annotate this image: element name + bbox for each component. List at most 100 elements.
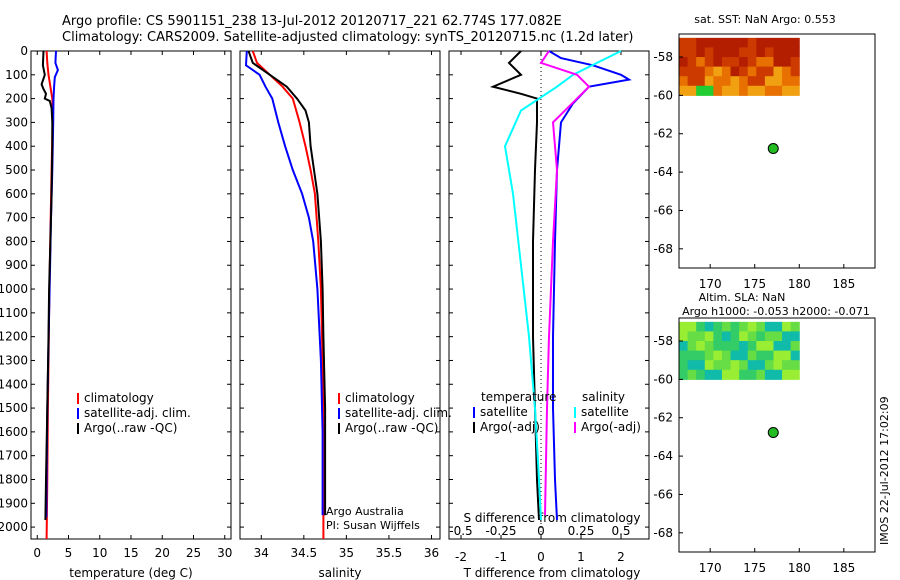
sla-heatmap-cell (696, 331, 706, 342)
sst-heatmap-cell (696, 66, 706, 77)
sst-heatmap-cell (782, 57, 792, 68)
sla-heatmap-cell (782, 331, 792, 342)
x-tick-label-diff: 1 (577, 550, 585, 564)
s-tick-label: 0.5 (611, 524, 630, 538)
sla-heatmap-cell (773, 341, 783, 352)
y-tick-label-100: 100 (5, 68, 28, 82)
sla-heatmap-cell (790, 331, 800, 342)
sst-heatmap-cell (739, 37, 749, 48)
sla-heatmap-cell (739, 341, 749, 352)
sst-heatmap-cell (739, 57, 749, 68)
sla-y-tick-label: -64 (653, 449, 673, 463)
sst-heatmap-cell (782, 47, 792, 58)
sla-heatmap-cell (721, 331, 732, 342)
sla-heatmap-cell (721, 360, 732, 371)
sla-y-tick-label: -66 (653, 487, 673, 501)
sla-heatmap-cell (704, 321, 714, 332)
x-tick-label-diff: -2 (455, 550, 467, 564)
sla-y-tick-label: -68 (653, 526, 673, 540)
sst-heatmap-cell (721, 57, 732, 68)
sst-heatmap-cell (721, 85, 732, 96)
sla-map-title: Altim. SLA: NaN (699, 291, 786, 304)
sst-heatmap-cell (782, 85, 792, 96)
sst-heatmap-cell (747, 37, 757, 48)
sla-y-tick-label: -60 (653, 372, 673, 386)
sla-heatmap-cell (782, 321, 792, 332)
x-tick-label-temp: 30 (217, 546, 232, 560)
sla-heatmap-cell (747, 350, 757, 361)
sst-y-tick-label: -60 (653, 88, 673, 102)
sla-heatmap-cell (696, 321, 706, 332)
credit-pi-name: PI: Susan Wijffels (326, 519, 420, 532)
diff-legend-temperature-header: temperature (481, 390, 556, 404)
sst-map-title: sat. SST: NaN Argo: 0.553 (694, 13, 835, 26)
sst-heatmap-cell (704, 76, 714, 87)
y-tick-label-2000: 2000 (0, 520, 28, 534)
sla-heatmap-cell (713, 321, 723, 332)
diff-series-2 (503, 50, 622, 521)
y-tick-label-300: 300 (5, 115, 28, 129)
sla-heatmap-cell (721, 341, 732, 352)
sst-heatmap-cell (747, 66, 757, 77)
sla-heatmap-cell (773, 331, 783, 342)
sst-heatmap-cell (782, 66, 792, 77)
sst-heatmap-cell (790, 57, 800, 68)
sst-heatmap-cell (721, 37, 732, 48)
sla-heatmap-cell (747, 360, 757, 371)
temp-legend-1-label: satellite-adj. clim. (84, 406, 191, 420)
sst-heatmap-cell (756, 37, 766, 48)
sst-heatmap-cell (713, 47, 723, 58)
y-tick-label-700: 700 (5, 211, 28, 225)
sst-x-tick-label: 180 (788, 277, 811, 291)
s-axis-label: S difference from climatology (464, 511, 641, 525)
y-tick-label-900: 900 (5, 258, 28, 272)
credit-argo-australia: Argo Australia (326, 505, 404, 518)
diff-series-3 (539, 50, 591, 516)
sst-heatmap-cell (704, 85, 714, 96)
s-tick-label: 0.25 (568, 524, 595, 538)
y-tick-label-1800: 1800 (0, 472, 28, 486)
sst-heatmap-cell (696, 76, 706, 87)
sla-heatmap-cell (773, 369, 783, 380)
sla-heatmap-cell (704, 341, 714, 352)
sst-heatmap-cell (679, 76, 689, 87)
y-tick-label-1900: 1900 (0, 496, 28, 510)
sla-heatmap-cell (764, 331, 774, 342)
sst-heatmap-cell (704, 47, 714, 58)
sal-series-argorawqc (247, 50, 327, 516)
sst-heatmap-cell (747, 76, 757, 87)
sla-heatmap-cell (790, 350, 800, 361)
sla-heatmap-cell (773, 360, 783, 371)
sal-legend-2-label: Argo(..raw -QC) (345, 421, 438, 435)
sla-heatmap-cell (679, 360, 689, 371)
sst-heatmap-cell (790, 85, 800, 96)
sla-heatmap-cell (764, 369, 774, 380)
sal-legend-1-label: satellite-adj. clim. (345, 406, 452, 420)
sla-map-frame (678, 317, 876, 553)
sst-heatmap-cell (679, 37, 689, 48)
sla-heatmap-cell (747, 369, 757, 380)
sla-heatmap-cell (773, 350, 783, 361)
sst-heatmap-cell (679, 57, 689, 68)
sla-heatmap-cell (687, 331, 697, 342)
sla-heatmap-cell (687, 321, 697, 332)
sst-x-tick-label: 175 (743, 277, 766, 291)
x-tick-label-sal: 34.5 (290, 546, 317, 560)
y-tick-label-1700: 1700 (0, 449, 28, 463)
x-tick-label-sal: 36 (424, 546, 439, 560)
sla-heatmap-cell (747, 321, 757, 332)
sla-heatmap-cell (696, 360, 706, 371)
temperature-axis-label: temperature (deg C) (69, 566, 192, 580)
sla-heatmap-cell (790, 341, 800, 352)
sla-x-tick-label: 170 (699, 561, 722, 575)
salinity-panel-frame (239, 50, 441, 540)
x-tick-label-temp: 5 (65, 546, 73, 560)
x-tick-label-diff: 0 (537, 550, 545, 564)
sst-heatmap-cell (764, 85, 774, 96)
sla-heatmap-cell (721, 321, 732, 332)
s-tick-label: -0.5 (449, 524, 472, 538)
sal-series-climatology (251, 50, 325, 539)
sla-heatmap-cell (704, 369, 714, 380)
sla-heatmap-cell (747, 331, 757, 342)
sst-y-tick-label: -68 (653, 242, 673, 256)
